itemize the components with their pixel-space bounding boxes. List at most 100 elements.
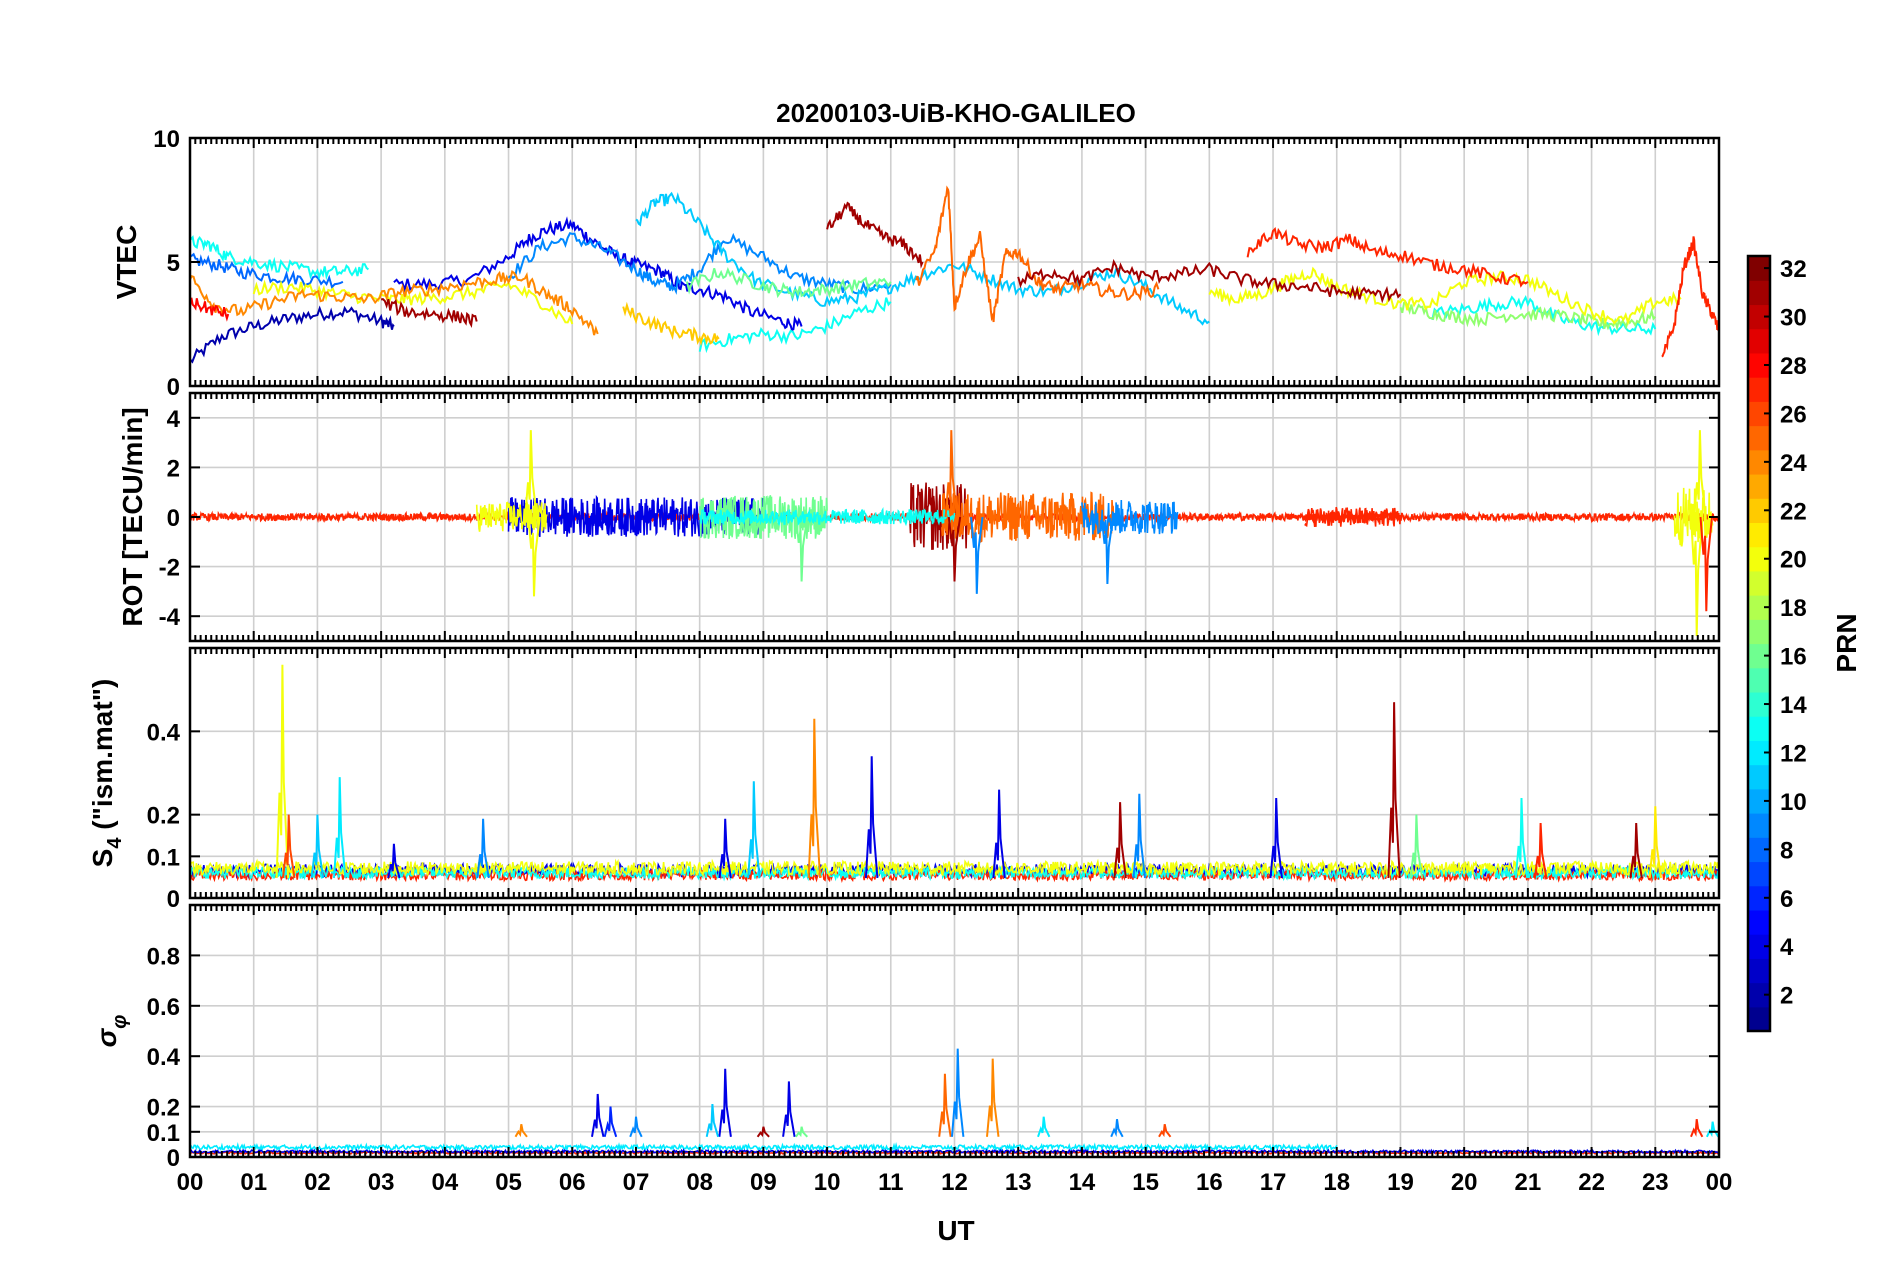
colorbar-tick-label: 32 [1780,256,1807,283]
x-tick-label: 09 [750,1169,777,1196]
x-tick-label: 19 [1387,1169,1414,1196]
colorbar-frame [1746,254,1772,1033]
x-tick-label: 03 [368,1169,395,1196]
sigma-phi-ticks: 00.10.2 0.4 0.6 0.8 [147,905,1720,1172]
sigma_phi-peak-prn-12 [1037,1116,1051,1138]
s4-peak-prn-4 [992,789,1006,879]
x-tick-label: 11 [878,1169,903,1196]
vtec-line-prn-9 [507,231,892,295]
vtec-line-prn-27 [1661,236,1719,358]
vtec-grid [190,137,1719,387]
colorbar-tick-label: 22 [1780,498,1807,525]
x-tick-label: 00 [177,1169,204,1196]
colorbar-segment-29 [1748,328,1770,354]
rot-peak-prn-25 [944,430,958,518]
sigma_phi-peak-prn-27 [1690,1119,1704,1138]
x-tick-label: 06 [559,1169,586,1196]
y-tick-label: 10 [153,126,180,153]
colorbar-gradient [1748,256,1770,1032]
s4-peak-prn-9 [476,818,490,879]
colorbar-segment-26 [1748,401,1770,427]
vtec-line-prn-27 [1246,227,1529,288]
colorbar-tick-label: 24 [1780,450,1807,477]
s4-peak-prn-13 [1514,797,1529,879]
colorbar-tick-label: 20 [1780,547,1807,574]
rot-peak-prn-31 [947,516,962,582]
y-tick-label: 0.4 [147,719,181,746]
colorbar-label: PRN [1831,613,1862,672]
y-tick-label: 0 [167,1145,180,1172]
colorbar-segment-30 [1748,304,1770,330]
colorbar-segment-15 [1748,667,1770,693]
sigma_phi-peak-prn-24 [986,1058,1000,1137]
y-tick-label: 0.6 [147,994,180,1021]
colorbar-segment-10 [1748,788,1770,814]
colorbar-segment-23 [1748,473,1770,499]
x-tick-label: 00 [1706,1169,1733,1196]
vtec-line-prn-11 [635,191,1210,326]
s4-peak-prn-11 [310,814,325,879]
s4-peak-prn-31 [1113,802,1127,879]
vtec-line-prn-24 [190,269,599,336]
rot-line-prn-20 [475,501,548,532]
s4-peak-prn-24 [807,718,822,879]
s4-peak-prn-4 [864,756,879,879]
chart-title: 20200103-UiB-KHO-GALILEO [776,98,1136,128]
y-tick-label: 0.8 [147,943,180,970]
colorbar-tick-label: 2 [1780,983,1793,1010]
colorbar-segment-3 [1748,958,1770,984]
rot-line-prn-27 [1304,506,1402,528]
vtec-line-prn-17 [1399,301,1657,332]
sigma_phi-peak-prn-4 [591,1093,605,1138]
colorbar-tick-label: 10 [1780,789,1807,816]
x-tick-label: 16 [1196,1169,1223,1196]
vtec-line-prn-16 [685,267,892,300]
vtec-line-prn-13 [190,235,370,281]
s4-peak-prn-21 [1648,806,1662,879]
colorbar-segment-4 [1748,934,1770,959]
s4-peak-prn-12 [333,777,347,879]
colorbar-tick-label: 12 [1780,740,1807,767]
rot-line-prn-13 [698,507,956,527]
sigma_phi-peak-prn-9 [629,1116,643,1138]
vtec-line-prn-31 [1017,258,1402,304]
s4-peak-prn-31 [1387,702,1401,879]
panel-vtec: 0 5 10 VTEC [111,126,1721,401]
colorbar-segment-13 [1748,716,1770,741]
sigma_phi-peak-prn-25 [938,1073,952,1137]
x-tick-labels: 00 01 02 03 04 05 06 07 08 09 10 11 12 13 14 15 16 17 18 19… [177,1169,1733,1196]
colorbar-segment-17 [1748,619,1770,645]
s4-peak-prn-4 [1269,797,1283,879]
colorbar-segment-12 [1748,740,1770,766]
x-tick-label: 17 [1260,1169,1287,1196]
vtec-axis-label: VTEC [111,225,142,300]
s4-peak-prn-4 [718,818,732,879]
x-tick-label: 14 [1069,1169,1096,1196]
x-tick-label: 07 [623,1169,650,1196]
colorbar-tick-label: 18 [1780,595,1807,622]
vtec-line-prn-8 [190,252,344,290]
sigma-phi-grid [190,905,1719,1158]
colorbar-segment-24 [1748,449,1770,475]
s4-peak-prn-4 [387,843,401,879]
rot-peak-prn-9 [1100,516,1115,585]
sigma_phi-peak-prn-9 [1110,1119,1124,1138]
x-tick-label: 04 [431,1169,458,1196]
s4-peak-prn-9 [1132,793,1146,879]
x-tick-label: 20 [1451,1169,1478,1196]
colorbar-segment-5 [1748,909,1770,935]
s4-peak-prn-16 [1409,814,1424,879]
s4-peak-prn-26 [282,814,296,879]
colorbar-tick-label: 26 [1780,401,1807,428]
y-tick-label: 0.1 [147,844,180,871]
sigma_phi-peak-prn-24 [514,1124,528,1138]
x-tick-label: 22 [1578,1169,1605,1196]
y-tick-label: 0.2 [147,1095,180,1122]
vtec-line-prn-2 [190,305,395,364]
rot-peak-prn-20 [527,516,541,597]
sigma_phi-peak-prn-16 [795,1126,809,1138]
colorbar-segment-9 [1748,813,1770,838]
